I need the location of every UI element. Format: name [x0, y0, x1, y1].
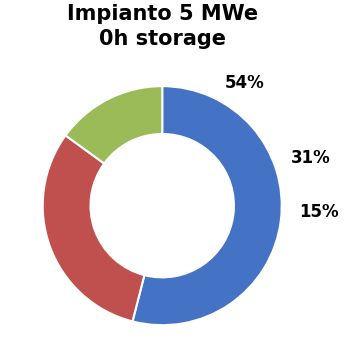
- Title: Impianto 5 MWe
0h storage: Impianto 5 MWe 0h storage: [67, 4, 258, 49]
- Text: 31%: 31%: [291, 148, 331, 167]
- Wedge shape: [66, 86, 162, 164]
- Wedge shape: [43, 135, 144, 321]
- Text: 54%: 54%: [225, 74, 264, 92]
- Wedge shape: [132, 86, 282, 325]
- Text: 15%: 15%: [300, 203, 339, 221]
